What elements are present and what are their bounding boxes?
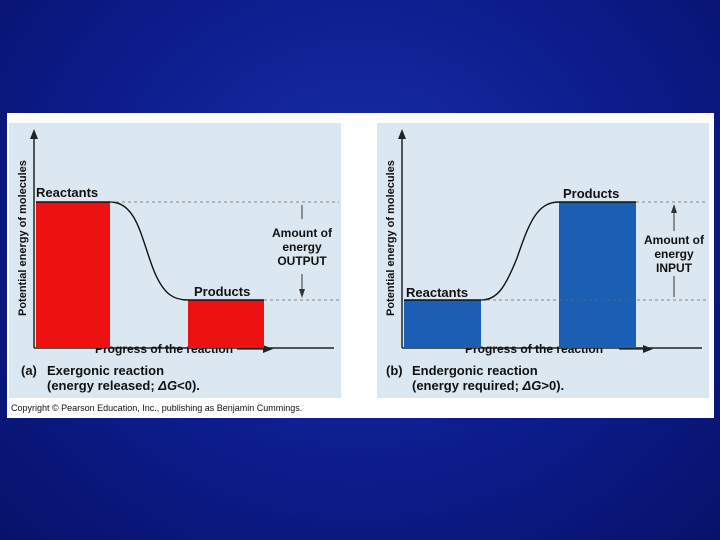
y-axis-arrowhead <box>398 129 406 139</box>
caption-detail: (energy released; ΔG<0). <box>47 378 200 393</box>
caption-letter: (b) <box>386 363 403 378</box>
y-axis-label: Potential energy of molecules <box>385 160 397 316</box>
output-arrowhead <box>299 289 305 298</box>
input-arrowhead <box>671 204 677 213</box>
x-axis-arrowhead <box>643 345 653 353</box>
amount-line1: Amount of <box>644 233 705 247</box>
copyright-notice: Copyright © Pearson Education, Inc., pub… <box>11 403 303 413</box>
amount-line2: energy <box>654 247 694 261</box>
amount-line2: energy <box>282 240 322 254</box>
reactants-label: Reactants <box>406 285 468 300</box>
amount-line3: OUTPUT <box>277 254 327 268</box>
reactants-bar <box>404 300 481 348</box>
products-bar <box>559 202 636 348</box>
endergonic-panel: Potential energy of molecules Progress o… <box>377 123 709 398</box>
amount-line3: INPUT <box>656 261 693 275</box>
caption-title: Exergonic reaction <box>47 363 164 378</box>
reactants-bar <box>36 202 110 348</box>
products-label: Products <box>563 186 619 201</box>
caption-letter: (a) <box>21 363 37 378</box>
products-bar <box>188 300 264 348</box>
energy-curve <box>36 201 264 301</box>
reactants-label: Reactants <box>36 185 98 200</box>
figure-card: Potential energy of molecules Progress o… <box>7 113 714 418</box>
caption-title: Endergonic reaction <box>412 363 538 378</box>
energy-curve <box>404 201 636 301</box>
products-label: Products <box>194 284 250 299</box>
exergonic-panel: Potential energy of molecules Progress o… <box>9 123 341 398</box>
y-axis-arrowhead <box>30 129 38 139</box>
caption-detail: (energy required; ΔG>0). <box>412 378 564 393</box>
amount-line1: Amount of <box>272 226 333 240</box>
y-axis-label: Potential energy of molecules <box>17 160 29 316</box>
x-axis-arrowhead <box>263 345 273 353</box>
